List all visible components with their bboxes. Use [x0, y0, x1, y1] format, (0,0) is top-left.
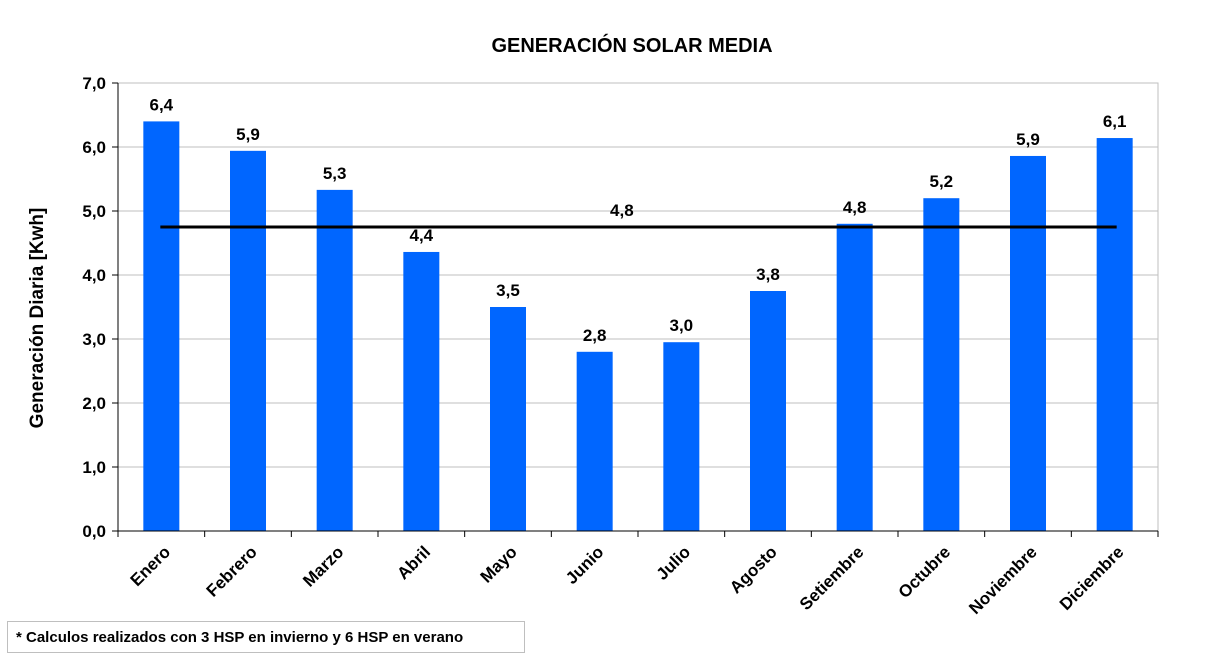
y-tick-label: 3,0 — [82, 330, 106, 349]
bar-value-label: 3,8 — [756, 265, 780, 284]
x-tick-label: Enero — [127, 542, 175, 590]
gridlines — [118, 146, 1158, 468]
y-tick-label: 5,0 — [82, 202, 106, 221]
bar-value-label: 5,3 — [323, 164, 347, 183]
bar-value-label: 2,8 — [583, 326, 607, 345]
bar-value-label: 4,4 — [410, 226, 434, 245]
y-tick-labels: 0,0 1,0 2,0 3,0 4,0 5,0 6,0 7,0 — [82, 74, 118, 541]
chart-title: GENERACIÓN SOLAR MEDIA — [491, 33, 772, 57]
y-tick-label: 6,0 — [82, 138, 106, 157]
x-tick-labels: Enero Febrero Marzo Abril Mayo Junio Julio Agos… — [117, 531, 1159, 618]
x-tick-label: Setiembre — [796, 542, 868, 614]
bars — [143, 121, 1133, 532]
bar-value-label: 5,9 — [1016, 130, 1040, 149]
bar-julio — [663, 342, 700, 531]
bar-diciembre — [1096, 138, 1133, 532]
x-tick-label: Noviembre — [965, 542, 1041, 618]
bar-value-label: 4,8 — [843, 198, 867, 217]
bar-setiembre — [836, 223, 873, 532]
bar-octubre — [923, 198, 960, 531]
average-line-group: 4,8 — [160, 201, 1117, 229]
bar-value-label: 5,2 — [930, 172, 954, 191]
x-tick-label: Abril — [393, 542, 434, 583]
x-tick-label: Marzo — [299, 542, 347, 590]
y-tick-label: 2,0 — [82, 394, 106, 413]
average-line-label: 4,8 — [610, 201, 634, 220]
x-tick-label: Octubre — [895, 542, 955, 602]
bar-value-label: 3,0 — [670, 316, 694, 335]
bar-agosto — [750, 291, 786, 531]
bar-marzo — [316, 189, 353, 531]
bar-mayo — [490, 307, 526, 531]
y-axis-label: Generación Diaria [Kwh] — [27, 208, 48, 429]
x-tick-label: Junio — [562, 542, 607, 587]
plot-area-frame — [117, 82, 1159, 532]
x-tick-label: Diciembre — [1056, 542, 1128, 614]
bar-value-labels: 6,4 5,9 5,3 4,4 3,5 2,8 3,0 3,8 4,8 5,2 5,9 6,1 — [150, 95, 1127, 344]
bar-value-label: 6,4 — [150, 95, 174, 114]
x-tick-label: Agosto — [726, 542, 781, 597]
bar-abril — [403, 251, 440, 531]
bar-noviembre — [1010, 155, 1046, 531]
bar-value-label: 5,9 — [236, 125, 260, 144]
y-tick-label: 4,0 — [82, 266, 106, 285]
footnote-text: * Calculos realizados con 3 HSP en invie… — [16, 628, 464, 646]
y-tick-label: 7,0 — [82, 74, 106, 93]
bar-value-label: 3,5 — [496, 281, 520, 300]
x-tick-label: Mayo — [477, 542, 521, 586]
bar-value-label: 6,1 — [1103, 112, 1127, 131]
footnote-box: * Calculos realizados con 3 HSP en invie… — [7, 621, 525, 653]
x-tick-label: Julio — [653, 542, 694, 583]
bar-junio — [576, 351, 613, 531]
y-tick-label: 1,0 — [82, 458, 106, 477]
y-tick-label: 0,0 — [82, 522, 106, 541]
x-tick-label: Febrero — [203, 542, 261, 600]
bar-enero — [143, 121, 180, 532]
bar-febrero — [230, 150, 266, 531]
